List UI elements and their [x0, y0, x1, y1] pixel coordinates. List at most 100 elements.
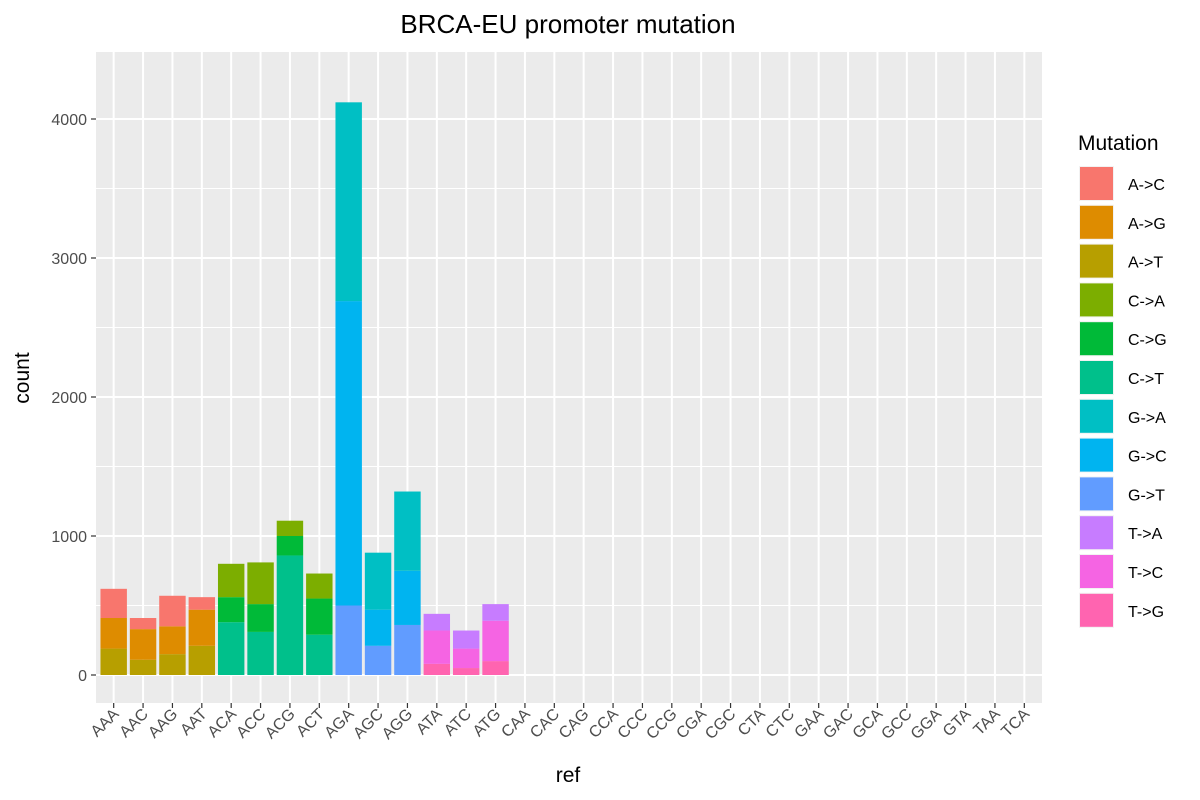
- bar-segment: [100, 588, 127, 619]
- legend-label: G->T: [1128, 487, 1165, 504]
- bar-segment: [247, 604, 274, 632]
- plot-area: [96, 52, 1042, 703]
- bar-segment: [217, 597, 245, 623]
- legend-label: T->G: [1128, 604, 1164, 621]
- bar-segment: [335, 301, 362, 606]
- bar-segment: [188, 597, 216, 610]
- y-axis: 0 1000 2000 3000 4000: [51, 112, 96, 685]
- bar-segment: [394, 570, 421, 625]
- x-tick-label: ACC: [233, 706, 269, 742]
- y-axis-title: count: [11, 352, 34, 404]
- legend-swatch: [1080, 361, 1113, 394]
- legend-label: A->T: [1128, 255, 1163, 272]
- x-tick-label: AAC: [117, 706, 152, 741]
- legend-swatch: [1080, 516, 1113, 550]
- bar-segment: [247, 562, 274, 605]
- legend-label: G->A: [1128, 410, 1166, 427]
- bars: [100, 102, 509, 675]
- legend-label: C->T: [1128, 371, 1164, 388]
- x-tick-label: TCA: [998, 706, 1033, 741]
- legend-label: C->G: [1128, 332, 1167, 349]
- x-tick-label: CCA: [586, 706, 622, 742]
- x-tick-label: CCG: [643, 706, 680, 743]
- legend-swatch: [1080, 399, 1113, 433]
- bar-segment: [452, 648, 480, 669]
- legend-label: A->C: [1128, 177, 1165, 194]
- x-tick-label: AGC: [350, 706, 387, 743]
- bar-segment: [482, 620, 509, 662]
- bar-segment: [482, 604, 509, 621]
- bar-segment: [217, 622, 245, 675]
- bar-segment: [159, 595, 186, 627]
- bar-segment: [394, 624, 421, 675]
- legend-label: T->C: [1128, 565, 1163, 582]
- bar-segment: [423, 630, 451, 664]
- bar-segment: [100, 648, 127, 675]
- x-axis: AAAAACAAGAATACAACCACGACTAGAAGCAGGATAATCA…: [88, 703, 1033, 743]
- bar-segment: [129, 618, 157, 630]
- bar-segment: [364, 609, 392, 646]
- legend-swatch: [1080, 205, 1113, 239]
- x-tick-label: GAC: [820, 706, 857, 743]
- bar-segment: [482, 661, 509, 675]
- y-tick-label: 3000: [51, 251, 87, 268]
- legend: Mutation A->C A->G A->T C->A C->G C->T G->A G->…: [1078, 132, 1167, 628]
- bar-segment: [276, 520, 304, 536]
- x-tick-label: CGC: [702, 706, 739, 743]
- x-tick-label: GGA: [908, 706, 945, 743]
- x-tick-label: CTC: [763, 706, 798, 741]
- x-tick-label: ATG: [470, 706, 504, 740]
- x-tick-label: GTA: [940, 706, 975, 741]
- legend-swatch: [1080, 244, 1113, 278]
- legend-label: G->C: [1128, 449, 1167, 466]
- bar-segment: [129, 659, 157, 675]
- bar-segment: [423, 613, 451, 631]
- x-tick-label: GCA: [850, 706, 887, 743]
- chart-title: BRCA-EU promoter mutation: [400, 9, 735, 39]
- bar-segment: [276, 555, 304, 675]
- legend-swatch: [1080, 167, 1113, 200]
- x-tick-label: CGA: [673, 706, 710, 743]
- bar-segment: [364, 552, 392, 610]
- x-tick-label: CTA: [735, 706, 769, 740]
- y-tick-label: 2000: [51, 390, 87, 407]
- x-tick-label: ACA: [205, 706, 241, 742]
- bar-segment: [364, 645, 392, 675]
- legend-label: T->A: [1128, 526, 1163, 543]
- x-tick-label: AAG: [145, 706, 181, 742]
- bar-segment: [306, 573, 333, 599]
- legend-title: Mutation: [1078, 132, 1159, 155]
- bar-segment: [394, 491, 421, 571]
- bar-segment: [306, 598, 333, 635]
- x-tick-label: GAA: [792, 706, 828, 742]
- x-tick-label: ACT: [293, 706, 328, 741]
- legend-label: C->A: [1128, 293, 1165, 310]
- bar-segment: [423, 663, 451, 675]
- y-tick-label: 0: [78, 668, 87, 685]
- bar-segment: [247, 631, 274, 675]
- legend-label: A->G: [1128, 216, 1166, 233]
- x-tick-label: AAA: [88, 706, 123, 741]
- bar-segment: [335, 102, 362, 302]
- legend-swatch: [1080, 322, 1113, 356]
- legend-swatch: [1080, 477, 1113, 511]
- bar-segment: [306, 634, 333, 675]
- x-axis-title: ref: [556, 764, 581, 787]
- x-tick-label: CAG: [556, 706, 593, 743]
- legend-swatch: [1080, 438, 1113, 472]
- x-tick-label: GCC: [878, 706, 915, 743]
- x-tick-label: ACG: [262, 706, 299, 743]
- bar-segment: [159, 626, 186, 655]
- x-tick-label: CCC: [615, 706, 652, 743]
- bar-segment: [452, 630, 480, 649]
- bar-segment: [452, 668, 480, 675]
- bar-segment: [276, 536, 304, 556]
- y-tick-label: 4000: [51, 112, 87, 129]
- x-tick-label: TAA: [971, 706, 1004, 739]
- legend-items: A->C A->G A->T C->A C->G C->T G->A G->C G->T T->A…: [1079, 166, 1167, 628]
- legend-swatch: [1080, 283, 1113, 317]
- bar-segment: [335, 605, 362, 675]
- x-tick-label: CAC: [527, 706, 563, 742]
- x-tick-label: ATC: [441, 706, 475, 740]
